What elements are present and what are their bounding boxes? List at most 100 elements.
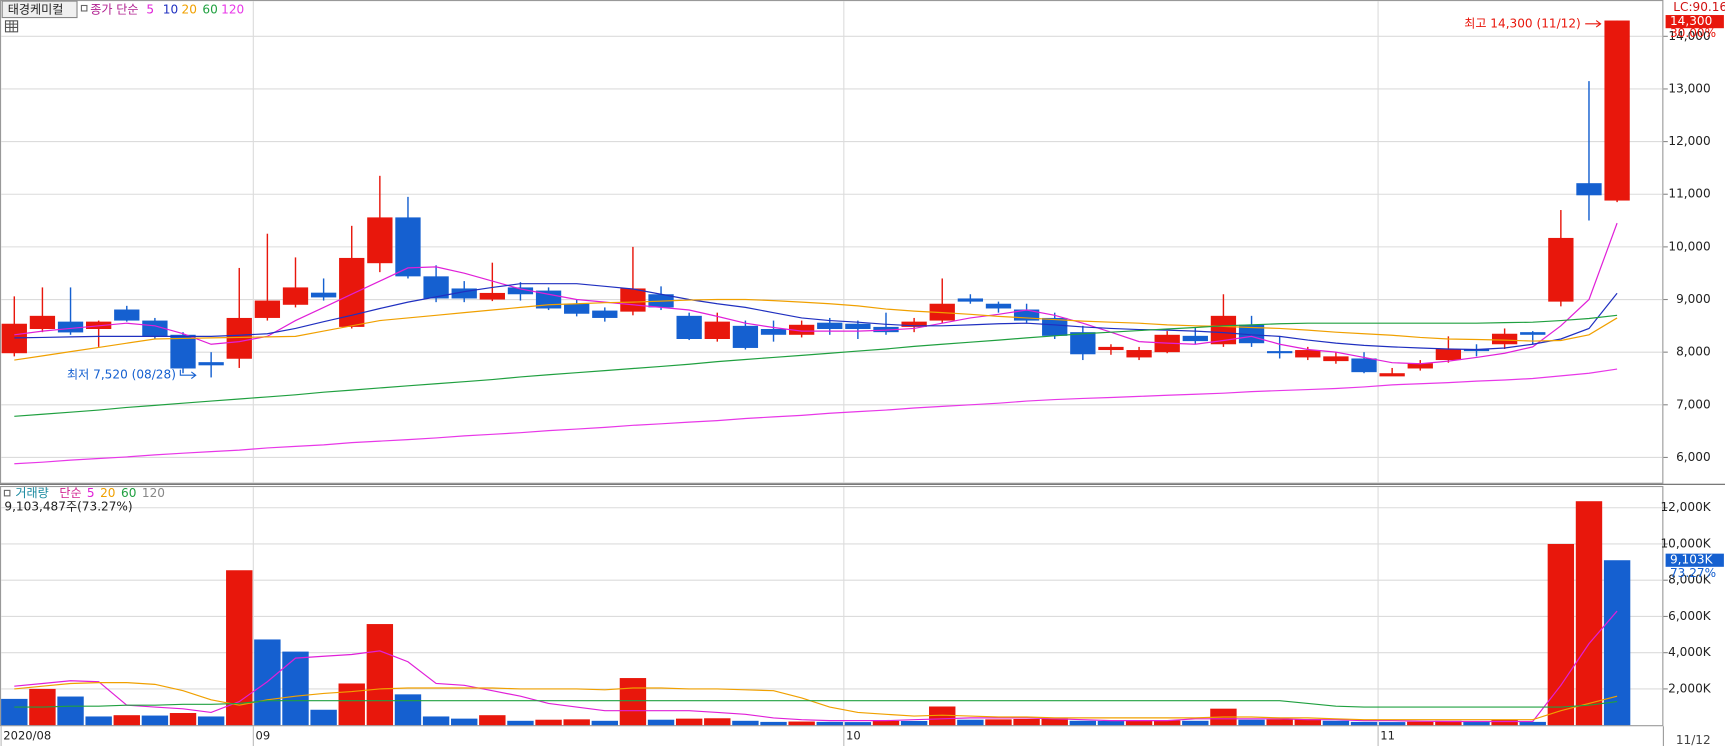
y-tick-label: 8,000 — [1676, 345, 1711, 359]
volume-info: 9,103,487주(73.27%) — [4, 499, 132, 513]
candle-body — [620, 288, 646, 312]
volume-bar — [816, 721, 843, 726]
legend-label: 120 — [142, 486, 165, 500]
y-tick-label: 12,000K — [1660, 500, 1711, 514]
candle-body — [1435, 349, 1462, 361]
candle-body — [592, 310, 618, 318]
candle-body — [676, 315, 702, 339]
candle-body — [395, 217, 421, 277]
volume-bar — [282, 651, 309, 726]
volume-bar — [113, 715, 140, 726]
candle-body — [1548, 237, 1574, 302]
volume-bar — [1266, 719, 1293, 726]
volume-bar — [1322, 720, 1350, 726]
candle-body — [760, 328, 787, 335]
legend-label: 20 — [182, 2, 197, 16]
last-close-box — [1665, 15, 1724, 29]
candle-body — [367, 217, 393, 264]
candle-body — [901, 321, 927, 327]
candle-body — [1407, 363, 1433, 369]
volume-bar — [226, 570, 253, 726]
volume-bar — [675, 718, 703, 726]
x-tick-label: 2020/08 — [3, 729, 51, 743]
candle-body — [1126, 350, 1152, 358]
y-tick-label: 4,000K — [1668, 645, 1712, 659]
volume-bar — [507, 720, 534, 726]
volume-bar — [957, 719, 984, 726]
candle-body — [451, 288, 477, 299]
candle-body — [1098, 346, 1124, 351]
y-tick-label: 8,000K — [1668, 573, 1712, 587]
candle-body — [310, 292, 337, 298]
candle-body — [1042, 317, 1068, 336]
indicator-label: 종가 단순 — [90, 2, 138, 16]
volume-bar — [619, 678, 647, 726]
candle-body — [704, 321, 730, 339]
volume-bar — [1153, 720, 1181, 726]
volume-change-label: 73.27% — [1670, 566, 1716, 580]
candle-body — [170, 334, 196, 369]
change-label: 30.00% — [1670, 26, 1716, 40]
volume-bar — [451, 718, 478, 726]
stock-name: 태경케미컬 — [8, 2, 64, 16]
candle-body — [198, 362, 224, 366]
volume-bar — [1125, 720, 1153, 726]
volume-bar — [591, 720, 619, 726]
candle-body — [817, 322, 843, 329]
candle-body — [1, 323, 27, 354]
volume-bar — [197, 716, 225, 726]
volume-bar — [338, 683, 365, 726]
moving-average-line — [14, 314, 1618, 417]
high-arrow — [1585, 20, 1602, 28]
volume-bar — [563, 719, 590, 726]
y-tick-label: 6,000 — [1676, 450, 1711, 464]
candle-body — [1070, 332, 1096, 355]
legend-icon — [80, 4, 88, 12]
y-tick-label: 13,000 — [1668, 81, 1710, 95]
candle-body — [788, 324, 815, 335]
x-tick-label: 11 — [1380, 729, 1395, 743]
candle-body — [479, 292, 505, 300]
legend-icon — [3, 489, 11, 497]
candle-body — [985, 303, 1012, 309]
volume-bar — [929, 706, 956, 726]
volume-title: 거래량 — [15, 486, 48, 500]
low-annotation: 최저 7,520 (08/28) — [67, 368, 176, 382]
table-icon-lines — [5, 20, 18, 32]
moving-average-line — [14, 222, 1618, 365]
volume-bar — [900, 720, 928, 726]
marks — [1, 20, 1631, 726]
legend-label: 5 — [87, 486, 95, 500]
volume-bar — [844, 722, 872, 726]
moving-average-line — [14, 681, 1618, 721]
moving-average-line — [14, 298, 1618, 361]
table-icon — [4, 20, 19, 33]
y-tick-label: 10,000K — [1660, 536, 1711, 550]
last-volume-box — [1665, 553, 1724, 567]
legend-label: 60 — [202, 2, 217, 16]
x-tick-label: 09 — [256, 729, 271, 743]
candle-body — [282, 287, 309, 305]
volume-indicator-label: 단순 — [59, 486, 81, 500]
candle-body — [845, 323, 871, 329]
candle-body — [114, 309, 140, 321]
volume-bar — [788, 721, 815, 726]
candle-body — [1604, 20, 1630, 201]
volume-bar — [1041, 718, 1068, 726]
volume-bar — [1013, 718, 1040, 726]
volume-bar — [872, 720, 900, 726]
legend-label: 20 — [100, 486, 115, 500]
y-tick-label: 11,000 — [1668, 187, 1710, 201]
candle-body — [254, 300, 281, 318]
volume-bar — [1519, 721, 1546, 726]
candle-body — [1182, 335, 1208, 342]
moving-average-line — [14, 610, 1618, 723]
volume-bar — [422, 716, 450, 726]
volume-bar — [57, 696, 84, 726]
volume-bar — [141, 715, 169, 726]
candle-body — [1576, 183, 1602, 196]
top-right-label: LC:90.16 — [1673, 0, 1725, 14]
last-close-label: 14,300 — [1670, 14, 1712, 28]
volume-bar — [1350, 721, 1378, 726]
